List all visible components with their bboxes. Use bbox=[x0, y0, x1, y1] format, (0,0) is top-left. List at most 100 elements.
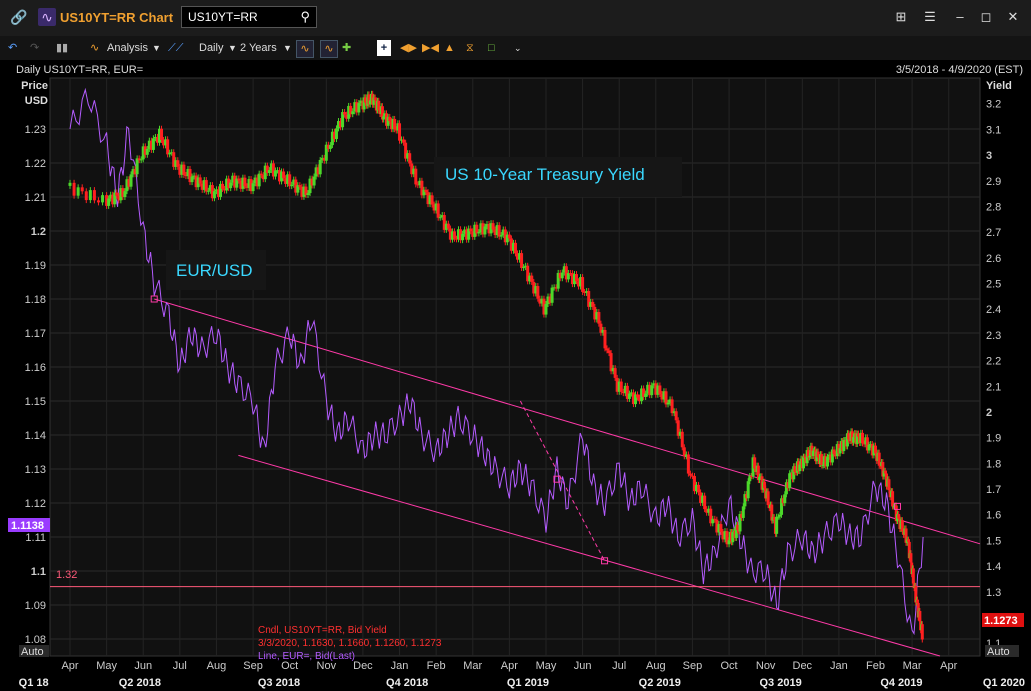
month-label-4: Aug bbox=[207, 660, 227, 672]
candle-body-141 bbox=[368, 100, 372, 105]
link-icon[interactable]: 🔗 bbox=[10, 9, 28, 25]
candle-body-83 bbox=[255, 177, 259, 187]
candle-body-399 bbox=[827, 454, 831, 457]
candle-body-337 bbox=[745, 494, 749, 499]
quarter-label-6: Q3 2019 bbox=[759, 677, 801, 689]
range-menu[interactable]: 2 Years bbox=[240, 42, 277, 54]
candle-body-230 bbox=[536, 286, 540, 299]
right-tick-label-3: 1.4 bbox=[986, 561, 1001, 573]
zoom-vertical-icon[interactable]: ▲ bbox=[444, 42, 455, 54]
candle-body-339 bbox=[748, 475, 752, 482]
candle-body-449 bbox=[894, 505, 898, 522]
candle-body-103 bbox=[296, 185, 300, 193]
search-box[interactable]: ⚲ bbox=[181, 6, 317, 28]
candle-body-257 bbox=[591, 301, 595, 307]
candle-body-151 bbox=[380, 106, 384, 120]
candle-body-87 bbox=[263, 165, 267, 180]
candle-body-307 bbox=[692, 476, 696, 492]
left-tick-label-3: 1.11 bbox=[25, 532, 46, 544]
candle-body-166 bbox=[406, 153, 410, 159]
candle-body-161 bbox=[396, 123, 400, 131]
candle-body-425 bbox=[862, 443, 866, 445]
candle-body-17 bbox=[121, 188, 125, 198]
candle-body-86 bbox=[261, 175, 265, 180]
minimize-icon[interactable]: – bbox=[956, 9, 964, 24]
candle-body-406 bbox=[838, 448, 842, 454]
candle-body-19 bbox=[125, 179, 129, 192]
candle-body-293 bbox=[664, 391, 668, 405]
candle-body-372 bbox=[793, 466, 797, 473]
candle-body-9 bbox=[105, 195, 109, 206]
candle-body-288 bbox=[654, 383, 658, 395]
candle-body-89 bbox=[267, 170, 271, 173]
candle-body-37 bbox=[162, 139, 166, 146]
zoom-in-icon[interactable]: ▶◀ bbox=[422, 42, 439, 54]
close-icon[interactable]: ✕ bbox=[1007, 9, 1019, 24]
right-tick-label-8: 1.9 bbox=[986, 433, 1001, 445]
quarter-label-0: Q1 18 bbox=[19, 677, 49, 689]
search-icon[interactable]: ⚲ bbox=[300, 9, 310, 24]
chart-type-icon[interactable]: ∿ bbox=[296, 40, 314, 58]
candle-body-118 bbox=[326, 144, 330, 149]
analysis-menu[interactable]: Analysis bbox=[107, 42, 148, 54]
menu-icon[interactable]: ☰ bbox=[924, 9, 936, 24]
candle-body-7 bbox=[96, 200, 100, 203]
candle-body-27 bbox=[141, 146, 145, 160]
quarter-label-7: Q4 2019 bbox=[880, 677, 922, 689]
draw-line-icon[interactable]: ⟋⟋ bbox=[168, 42, 184, 54]
scroll-left-icon[interactable]: ◀▶ bbox=[400, 42, 417, 54]
select-icon[interactable]: □ bbox=[488, 42, 495, 54]
candle-body-249 bbox=[574, 274, 578, 282]
redo-icon[interactable]: ↷ bbox=[30, 42, 40, 54]
candle-body-198 bbox=[471, 231, 475, 237]
candle-body-243 bbox=[562, 266, 566, 273]
fit-icon[interactable]: ⧖ bbox=[466, 42, 474, 54]
add-icon[interactable]: + bbox=[377, 40, 391, 56]
candle-body-283 bbox=[644, 393, 648, 397]
candle-body-16 bbox=[119, 188, 123, 201]
undo-icon[interactable]: ↶ bbox=[8, 42, 18, 54]
candle-body-123 bbox=[337, 121, 341, 129]
more-icon[interactable]: ⌄ bbox=[514, 43, 522, 53]
analysis-icon[interactable]: ∿ bbox=[90, 42, 100, 54]
month-label-10: Feb bbox=[427, 660, 446, 672]
candle-icon[interactable]: ▮▮ bbox=[56, 42, 69, 54]
channel-handle-1 bbox=[601, 557, 609, 565]
candle-body-321 bbox=[721, 532, 725, 540]
candle-body-177 bbox=[428, 195, 432, 205]
maximize-icon[interactable]: ◻ bbox=[980, 9, 992, 24]
interval-chevron-icon[interactable]: ▼ bbox=[228, 43, 237, 53]
search-input[interactable] bbox=[182, 7, 288, 27]
candle-body-90 bbox=[269, 163, 273, 171]
candle-body-34 bbox=[155, 136, 159, 143]
candle-body-45 bbox=[178, 166, 182, 175]
left-axis-title: Price bbox=[21, 80, 48, 92]
candle-body-199 bbox=[473, 224, 477, 237]
candle-body-81 bbox=[251, 183, 255, 192]
left-tick-label-9: 1.17 bbox=[25, 328, 46, 340]
candle-body-318 bbox=[715, 519, 719, 533]
candle-body-296 bbox=[670, 399, 674, 414]
right-tick-label-10: 2.1 bbox=[986, 381, 1001, 393]
candle-body-152 bbox=[382, 116, 386, 120]
candle-body-290 bbox=[658, 385, 662, 395]
candle-body-447 bbox=[892, 506, 896, 508]
candle-body-35 bbox=[158, 128, 162, 143]
candle-body-219 bbox=[513, 242, 517, 254]
candle-body-331 bbox=[736, 524, 740, 531]
candle-body-21 bbox=[129, 174, 133, 187]
chevron-down-icon[interactable]: ▼ bbox=[152, 43, 161, 53]
candle-body-233 bbox=[542, 298, 546, 315]
interval-menu[interactable]: Daily bbox=[199, 42, 224, 54]
candle-body-48 bbox=[184, 174, 188, 177]
layout-icon[interactable]: ⊞ bbox=[895, 9, 907, 24]
candle-body-78 bbox=[245, 186, 249, 188]
crosshair-icon[interactable]: ✚ bbox=[342, 42, 352, 54]
candle-body-379 bbox=[802, 456, 806, 469]
month-label-11: Mar bbox=[463, 660, 482, 672]
compare-icon[interactable]: ∿ bbox=[320, 40, 338, 58]
candle-body-459 bbox=[906, 539, 910, 542]
range-chevron-icon[interactable]: ▼ bbox=[283, 43, 292, 53]
candle-body-420 bbox=[855, 433, 859, 445]
